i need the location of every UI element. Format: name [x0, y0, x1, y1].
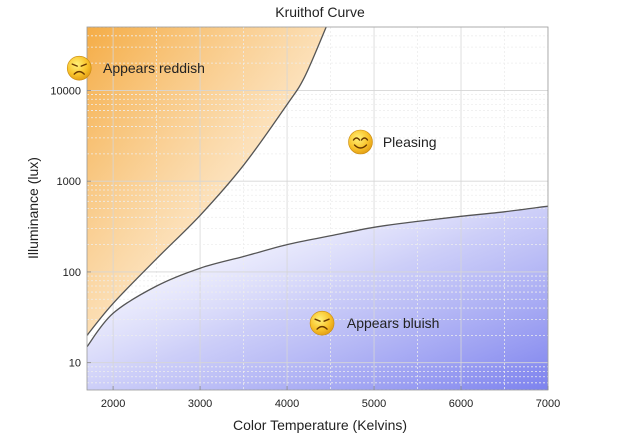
region-label: Appears reddish	[103, 60, 205, 76]
y-axis-label: Illuminance (lux)	[25, 157, 41, 259]
gridlines	[87, 27, 548, 390]
y-tick-label: 100	[63, 267, 81, 279]
upper-boundary-curve	[87, 27, 327, 336]
region-label: Appears bluish	[347, 315, 440, 331]
sad-face-icon	[309, 310, 335, 336]
region-annotation: Appears reddish	[66, 55, 205, 81]
smiling-face-icon	[348, 129, 373, 155]
x-tick-label: 7000	[536, 398, 560, 410]
bluish-region	[87, 206, 548, 390]
x-tick-label: 5000	[362, 398, 386, 410]
y-tick-label: 10	[69, 358, 81, 370]
region-annotations: Appears reddish Pleasing Appears bluish	[66, 55, 440, 336]
chart-title: Kruithof Curve	[275, 4, 365, 20]
x-axis-ticks: 2000 3000 4000 5000 6000 7000	[101, 386, 560, 410]
x-tick-label: 2000	[101, 398, 125, 410]
sad-face-icon	[66, 55, 92, 81]
x-tick-label: 6000	[449, 398, 473, 410]
y-tick-label: 1000	[57, 176, 81, 188]
y-axis-ticks: 10 100 1000 10000	[50, 85, 91, 370]
plot-area	[87, 27, 548, 390]
x-axis-label: Color Temperature (Kelvins)	[233, 417, 407, 433]
x-tick-label: 3000	[188, 398, 212, 410]
pleasing-annotation: Pleasing	[348, 129, 437, 155]
plot-frame	[86, 26, 549, 391]
region-label: Pleasing	[383, 134, 437, 150]
x-tick-label: 4000	[275, 398, 299, 410]
region-annotation: Appears bluish	[309, 310, 440, 336]
y-tick-label: 10000	[50, 85, 81, 97]
lower-boundary-curve	[87, 205, 548, 348]
